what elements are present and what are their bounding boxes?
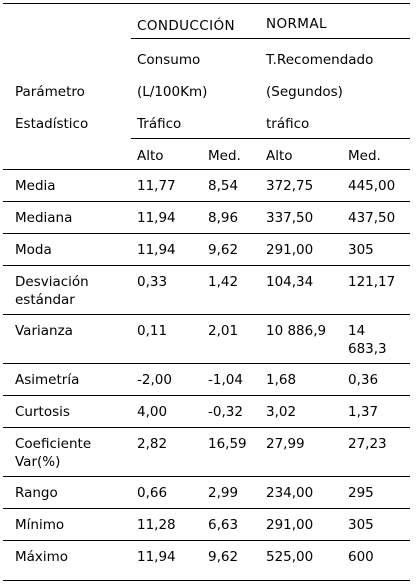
table-cell: -0,32 (208, 404, 243, 420)
row-label: Rango (15, 485, 58, 501)
row-label: estándar (15, 292, 75, 308)
table-cell: 27,99 (266, 436, 305, 452)
header-estadistico: Estadístico (15, 116, 89, 132)
table-cell: 10 886,9 (266, 323, 327, 339)
row-separator (3, 363, 410, 364)
table-cell: 291,00 (266, 517, 314, 533)
table-cell: 445,00 (348, 178, 396, 194)
header-med-conduccion: Med. (208, 148, 241, 164)
row-label: Desviación (15, 274, 89, 290)
row-label: Media (15, 178, 56, 194)
table-cell: -1,04 (208, 372, 243, 388)
row-label: Asimetría (15, 372, 80, 388)
table-cell: 27,23 (348, 436, 387, 452)
table-cell: 525,00 (266, 549, 314, 565)
header-trecomendado-units: (Segundos) (266, 84, 343, 100)
row-separator (3, 395, 410, 396)
table-cell: 305 (348, 242, 374, 258)
table-cell: 600 (348, 549, 374, 565)
table-cell: 11,94 (137, 210, 176, 226)
table-cell: 295 (348, 485, 374, 501)
row-separator (3, 476, 410, 477)
header-trafico-normal: tráfico (266, 116, 310, 132)
row-label: Curtosis (15, 404, 70, 420)
header-group-conduccion: CONDUCCIÓN (137, 18, 235, 34)
table-top-border (3, 3, 410, 4)
table-cell: 8,96 (208, 210, 239, 226)
table-cell: 2,99 (208, 485, 239, 501)
row-label: Máximo (15, 549, 69, 565)
table-cell: 9,62 (208, 549, 239, 565)
table-cell: 16,59 (208, 436, 247, 452)
row-separator (3, 314, 410, 315)
header-trafico-conduccion: Tráfico (137, 116, 182, 132)
table-cell: 4,00 (137, 404, 168, 420)
table-cell: 372,75 (266, 178, 314, 194)
row-separator (3, 427, 410, 428)
table-cell: 3,02 (266, 404, 297, 420)
table-cell: 291,00 (266, 242, 314, 258)
table-cell: 121,17 (348, 274, 396, 290)
table-cell: 1,68 (266, 372, 297, 388)
table-bottom-border (3, 580, 410, 581)
statistics-table: CONDUCCIÓN NORMAL Consumo T.Recomendado … (3, 3, 410, 581)
header-subgroup-rule (131, 138, 410, 139)
table-cell: 0,11 (137, 323, 168, 339)
table-cell: 2,01 (208, 323, 239, 339)
table-cell: 8,54 (208, 178, 239, 194)
table-cell: 305 (348, 517, 374, 533)
header-alto-conduccion: Alto (137, 148, 164, 164)
row-label: Var(%) (15, 454, 61, 470)
table-cell: -2,00 (137, 372, 172, 388)
row-label: Moda (15, 242, 52, 258)
table-cell: 11,94 (137, 549, 176, 565)
row-label: Coeficiente (15, 436, 92, 452)
table-cell: 104,34 (266, 274, 314, 290)
header-consumo-units: (L/100Km) (137, 84, 208, 100)
header-group-normal: NORMAL (266, 16, 327, 32)
header-parametro: Parámetro (15, 84, 85, 100)
row-label: Mediana (15, 210, 73, 226)
table-cell: 337,50 (266, 210, 314, 226)
table-cell: 1,37 (348, 404, 379, 420)
table-cell: 0,36 (348, 372, 379, 388)
table-cell: 0,33 (137, 274, 168, 290)
header-trecomendado: T.Recomendado (266, 52, 374, 68)
table-cell: 9,62 (208, 242, 239, 258)
row-separator (3, 508, 410, 509)
table-cell: 11,77 (137, 178, 176, 194)
header-consumo: Consumo (137, 52, 201, 68)
table-cell: 14 (348, 323, 366, 339)
row-label: Mínimo (15, 517, 65, 533)
table-cell: 2,82 (137, 436, 168, 452)
table-cell: 11,28 (137, 517, 176, 533)
header-alto-normal: Alto (266, 148, 293, 164)
table-cell: 683,3 (348, 341, 387, 357)
header-bottom-rule (3, 169, 410, 170)
table-cell: 1,42 (208, 274, 239, 290)
row-separator (3, 265, 410, 266)
row-separator (3, 201, 410, 202)
row-separator (3, 540, 410, 541)
row-separator (3, 233, 410, 234)
header-med-normal: Med. (348, 148, 381, 164)
header-group-rule (131, 38, 410, 39)
row-label: Varianza (15, 323, 73, 339)
table-cell: 234,00 (266, 485, 314, 501)
table-cell: 0,66 (137, 485, 168, 501)
table-cell: 437,50 (348, 210, 396, 226)
table-cell: 11,94 (137, 242, 176, 258)
table-cell: 6,63 (208, 517, 239, 533)
